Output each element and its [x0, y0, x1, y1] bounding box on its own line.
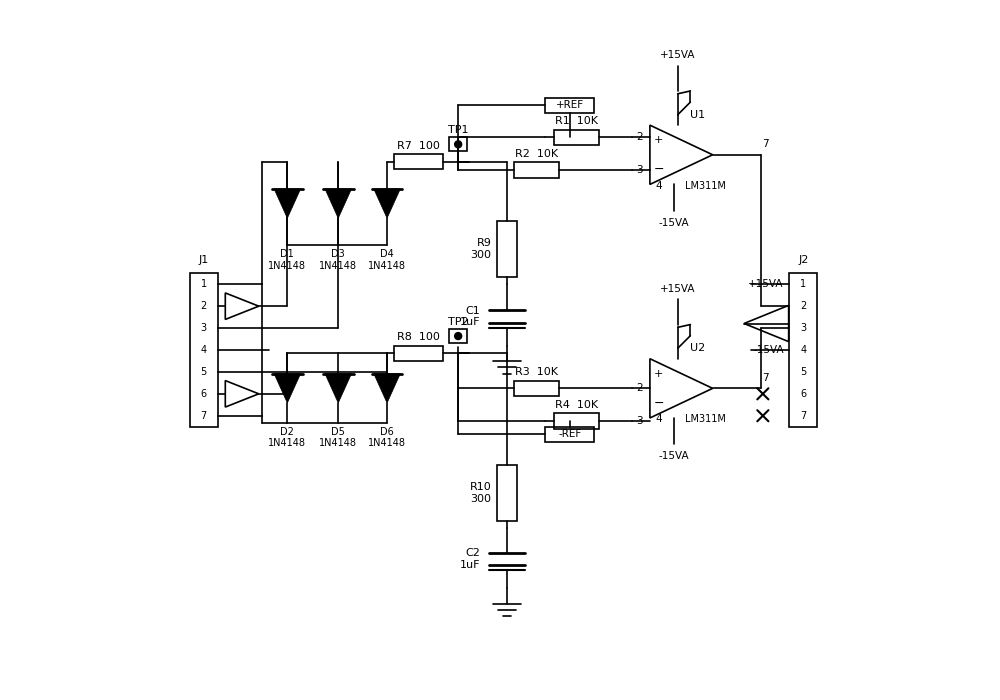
- Bar: [789, 273, 817, 427]
- Polygon shape: [325, 189, 351, 218]
- Text: D5
1N4148: D5 1N4148: [319, 427, 357, 448]
- Bar: [554, 414, 599, 429]
- Text: U1: U1: [690, 110, 705, 120]
- Text: 7: 7: [762, 373, 769, 383]
- Text: 4: 4: [655, 414, 662, 424]
- Text: 7: 7: [800, 411, 806, 421]
- Text: +15VA: +15VA: [660, 284, 696, 294]
- Text: 1: 1: [201, 279, 207, 289]
- Text: +: +: [654, 135, 664, 145]
- Text: J1: J1: [199, 255, 209, 265]
- Bar: [497, 465, 517, 521]
- Bar: [394, 346, 443, 361]
- Text: -15VA: -15VA: [659, 218, 690, 228]
- Text: D6
1N4148: D6 1N4148: [368, 427, 406, 448]
- Text: -15VA: -15VA: [753, 345, 784, 355]
- Bar: [190, 273, 218, 427]
- Text: TP2: TP2: [448, 317, 468, 327]
- Bar: [554, 130, 599, 145]
- Text: R10
300: R10 300: [470, 482, 492, 504]
- Circle shape: [455, 141, 462, 148]
- Polygon shape: [374, 189, 400, 218]
- Text: +: +: [654, 368, 664, 379]
- Text: 1: 1: [800, 279, 806, 289]
- Text: U2: U2: [690, 343, 705, 353]
- Text: TP1: TP1: [448, 125, 468, 135]
- Bar: [514, 162, 559, 178]
- Circle shape: [455, 332, 462, 340]
- Polygon shape: [374, 374, 400, 403]
- Bar: [514, 381, 559, 396]
- Text: J2: J2: [798, 255, 808, 265]
- Text: 4: 4: [800, 345, 806, 355]
- Bar: [497, 221, 517, 276]
- Text: −: −: [654, 163, 664, 176]
- Text: D2
1N4148: D2 1N4148: [268, 427, 306, 448]
- Polygon shape: [274, 189, 301, 218]
- Polygon shape: [274, 374, 301, 403]
- Text: LM311M: LM311M: [685, 414, 726, 424]
- Text: C2
1uF: C2 1uF: [460, 548, 480, 570]
- Text: 2: 2: [636, 132, 643, 142]
- Text: 3: 3: [636, 165, 643, 175]
- Text: -15VA: -15VA: [659, 452, 690, 461]
- Text: 2: 2: [800, 301, 806, 312]
- Text: 7: 7: [201, 411, 207, 421]
- Text: 3: 3: [636, 416, 643, 426]
- Bar: [394, 154, 443, 169]
- Bar: [449, 137, 467, 151]
- Text: R4  10K: R4 10K: [555, 400, 598, 410]
- Text: 6: 6: [800, 389, 806, 399]
- Text: -REF: -REF: [558, 429, 581, 440]
- Text: D1
1N4148: D1 1N4148: [268, 249, 306, 270]
- Text: LM311M: LM311M: [685, 181, 726, 191]
- Text: 2: 2: [201, 301, 207, 312]
- Text: C1
1uF: C1 1uF: [460, 306, 480, 328]
- Text: 4: 4: [201, 345, 207, 355]
- Text: 4: 4: [655, 181, 662, 191]
- Text: 3: 3: [800, 323, 806, 333]
- Text: +15VA: +15VA: [748, 279, 784, 289]
- Text: R8  100: R8 100: [397, 332, 440, 342]
- Text: R2  10K: R2 10K: [515, 149, 558, 159]
- Bar: [545, 97, 594, 113]
- Text: R9
300: R9 300: [471, 238, 492, 260]
- Text: D4
1N4148: D4 1N4148: [368, 249, 406, 270]
- Text: 2: 2: [636, 384, 643, 393]
- Text: −: −: [654, 397, 664, 410]
- Text: 5: 5: [201, 367, 207, 377]
- Text: 7: 7: [762, 139, 769, 149]
- Text: +REF: +REF: [556, 100, 584, 111]
- Text: R3  10K: R3 10K: [515, 368, 558, 377]
- Text: D3
1N4148: D3 1N4148: [319, 249, 357, 270]
- Text: 5: 5: [800, 367, 806, 377]
- Text: +15VA: +15VA: [660, 50, 696, 60]
- Bar: [449, 329, 467, 343]
- Text: 6: 6: [201, 389, 207, 399]
- Text: R1  10K: R1 10K: [555, 116, 598, 126]
- Bar: [545, 427, 594, 442]
- Text: 3: 3: [201, 323, 207, 333]
- Polygon shape: [325, 374, 351, 403]
- Text: R7  100: R7 100: [397, 141, 440, 150]
